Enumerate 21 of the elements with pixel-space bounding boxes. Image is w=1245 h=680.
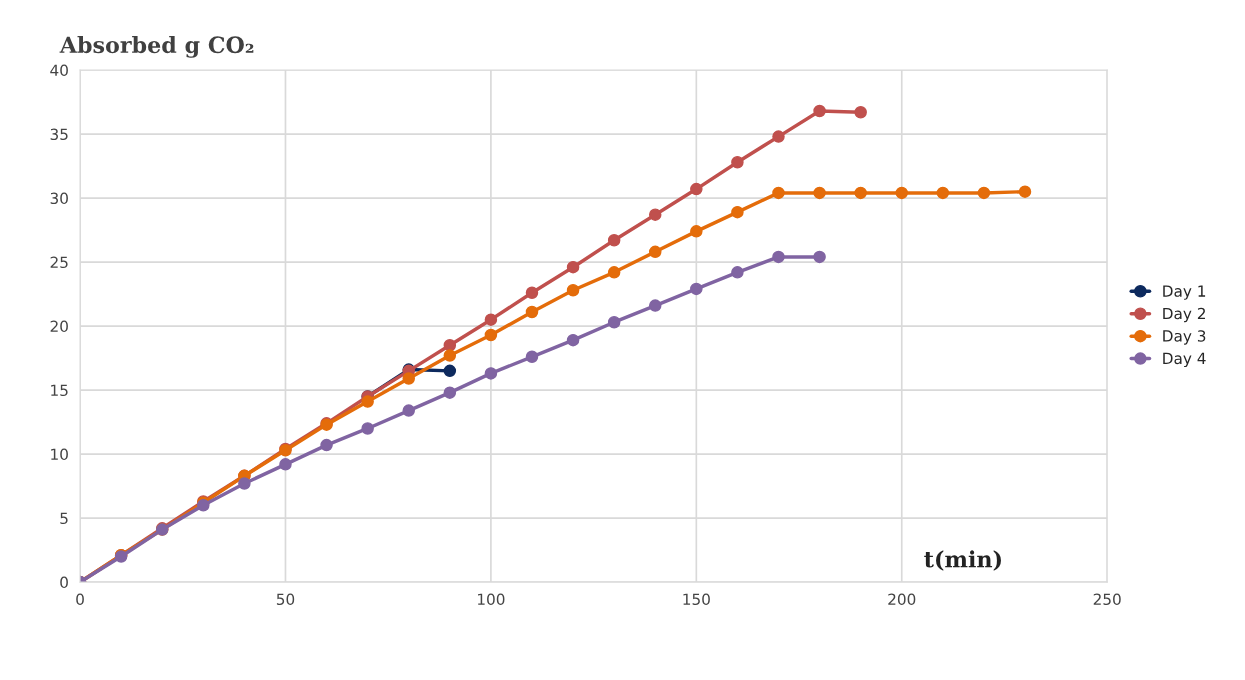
y-tick-label: 35 — [50, 128, 68, 141]
x-tick-label: 0 — [76, 593, 84, 606]
y-tick-label: 15 — [51, 384, 68, 397]
y-tick-label: 25 — [50, 256, 68, 269]
x-axis-title: t(min) — [924, 550, 1001, 571]
y-tick-label: 30 — [50, 192, 68, 205]
legend-label: Day 1 — [1163, 285, 1206, 300]
y-tick-label: 20 — [50, 320, 68, 333]
legend-label: Day 4 — [1163, 352, 1206, 368]
x-tick-label: 200 — [888, 593, 916, 606]
y-axis-title: Absorbed g CO₂ — [59, 35, 254, 58]
legend-label: Day 2 — [1163, 307, 1205, 323]
x-tick-label: 250 — [1093, 593, 1121, 606]
y-tick-label: 0 — [60, 576, 68, 589]
x-tick-label: 100 — [478, 593, 505, 606]
y-tick-label: 10 — [51, 448, 68, 461]
x-tick-label: 150 — [683, 593, 710, 606]
x-tick-label: 50 — [276, 593, 295, 606]
legend-label: Day 3 — [1163, 330, 1206, 345]
y-tick-label: 40 — [50, 64, 68, 77]
y-tick-label: 5 — [60, 512, 68, 525]
